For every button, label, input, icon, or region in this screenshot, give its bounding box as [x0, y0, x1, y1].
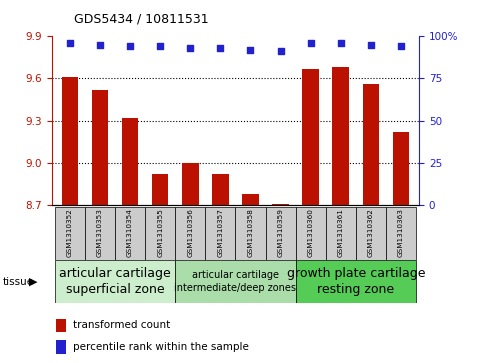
Point: [246, 47, 254, 53]
Text: growth plate cartilage
resting zone: growth plate cartilage resting zone: [286, 267, 425, 296]
Bar: [56, 319, 66, 332]
Bar: [266, 207, 296, 260]
Bar: [152, 174, 169, 205]
Bar: [182, 163, 199, 205]
Point: [66, 40, 74, 46]
Point: [96, 42, 104, 48]
Bar: [212, 174, 229, 205]
Bar: [55, 260, 175, 303]
Bar: [55, 207, 85, 260]
Bar: [62, 77, 78, 205]
Point: [367, 42, 375, 48]
Text: GSM1310355: GSM1310355: [157, 208, 163, 257]
Text: GSM1310357: GSM1310357: [217, 208, 223, 257]
Bar: [56, 340, 66, 354]
Text: GSM1310353: GSM1310353: [97, 208, 103, 257]
Bar: [175, 207, 205, 260]
Bar: [122, 118, 139, 205]
Point: [337, 40, 345, 46]
Bar: [363, 84, 379, 205]
Bar: [386, 207, 416, 260]
Point: [307, 40, 315, 46]
Text: GSM1310356: GSM1310356: [187, 208, 193, 257]
Text: GSM1310361: GSM1310361: [338, 208, 344, 257]
Text: percentile rank within the sample: percentile rank within the sample: [73, 342, 249, 352]
Point: [277, 49, 284, 54]
Bar: [302, 69, 319, 205]
Text: GSM1310354: GSM1310354: [127, 208, 133, 257]
Point: [126, 44, 134, 49]
Text: GSM1310363: GSM1310363: [398, 208, 404, 257]
Text: tissue: tissue: [2, 277, 34, 287]
Bar: [332, 67, 349, 205]
Bar: [236, 207, 266, 260]
Bar: [92, 90, 108, 205]
Bar: [85, 207, 115, 260]
Bar: [145, 207, 175, 260]
Point: [156, 44, 164, 49]
Text: GSM1310352: GSM1310352: [67, 208, 73, 257]
Bar: [175, 260, 296, 303]
Text: articular cartilage
superficial zone: articular cartilage superficial zone: [59, 267, 171, 296]
Bar: [242, 194, 259, 205]
Bar: [356, 207, 386, 260]
Text: GSM1310362: GSM1310362: [368, 208, 374, 257]
Bar: [296, 207, 326, 260]
Text: GSM1310360: GSM1310360: [308, 208, 314, 257]
Point: [186, 45, 194, 51]
Bar: [272, 204, 289, 205]
Point: [216, 45, 224, 51]
Text: articular cartilage
intermediate/deep zones: articular cartilage intermediate/deep zo…: [175, 270, 296, 293]
Bar: [393, 132, 409, 205]
Bar: [326, 207, 356, 260]
Bar: [205, 207, 236, 260]
Bar: [115, 207, 145, 260]
Point: [397, 44, 405, 49]
Text: ▶: ▶: [29, 277, 37, 287]
Bar: [296, 260, 416, 303]
Text: GSM1310359: GSM1310359: [278, 208, 283, 257]
Text: GDS5434 / 10811531: GDS5434 / 10811531: [74, 13, 209, 26]
Text: GSM1310358: GSM1310358: [247, 208, 253, 257]
Text: transformed count: transformed count: [73, 321, 171, 330]
